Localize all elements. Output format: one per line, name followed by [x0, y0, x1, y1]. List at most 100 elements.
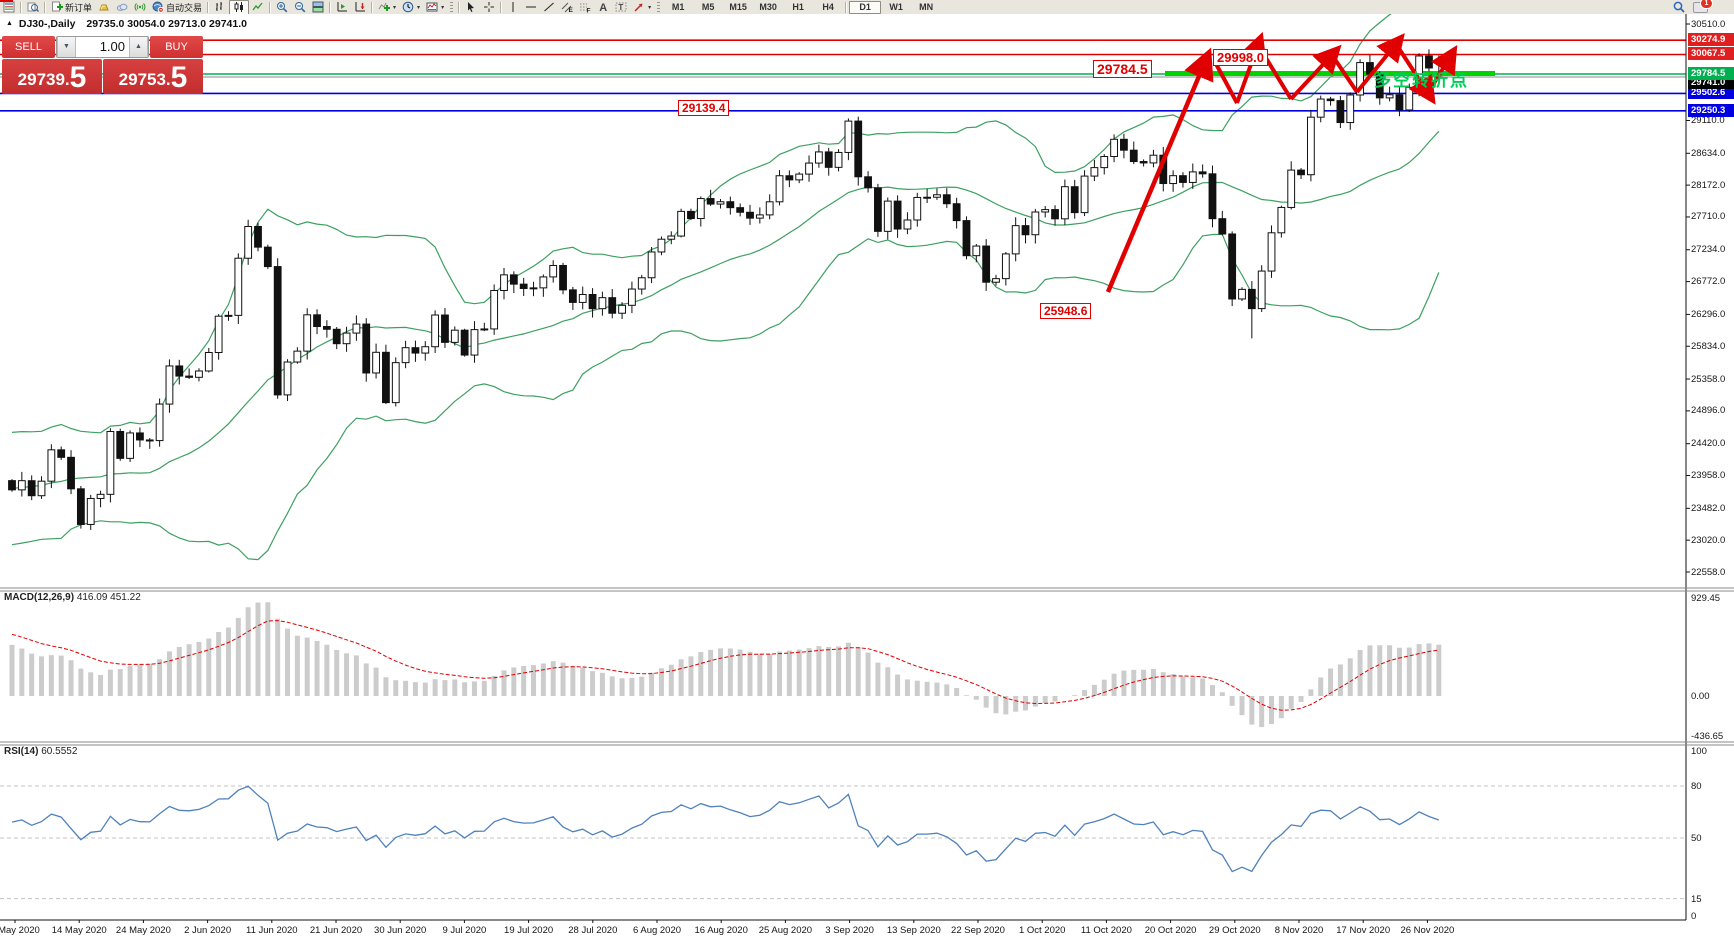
buy-button[interactable]: BUY	[150, 36, 203, 58]
candlestick-icon	[234, 2, 244, 12]
channel-icon: E	[561, 2, 574, 13]
arrows-tool-icon	[634, 3, 643, 12]
add-indicator-button[interactable]: ▾	[375, 1, 399, 14]
svg-text:F: F	[587, 8, 591, 14]
auto-scroll-icon	[337, 2, 348, 12]
toolbar-separator	[329, 1, 332, 13]
bid-price: 29739.	[17, 70, 70, 89]
toolbar-separator	[371, 1, 374, 13]
timeframe-button-h1[interactable]: H1	[792, 2, 804, 12]
deposit-icon	[99, 4, 109, 11]
timeframe-button-h4[interactable]: H4	[822, 2, 834, 12]
dropdown-caret-icon[interactable]: ▾	[417, 4, 421, 11]
one-click-trade-panel: SELL ▼ 1.00 ▲ BUY 29739. 5 29753. 5	[2, 36, 203, 94]
timeframe-button-w1[interactable]: W1	[889, 2, 903, 12]
fibonacci-button[interactable]: F	[576, 1, 594, 14]
toolbar-grip[interactable]	[450, 1, 454, 13]
volume-input[interactable]: 1.00	[99, 39, 125, 54]
cursor-icon	[468, 2, 475, 12]
svg-text:E: E	[569, 7, 574, 13]
horizontal-line-icon	[526, 6, 537, 8]
cursor-button[interactable]	[462, 1, 480, 14]
signal-button[interactable]	[131, 1, 149, 14]
auto-trading-icon	[152, 1, 164, 13]
signal-icon	[134, 3, 146, 11]
market-watch-icon	[27, 2, 39, 13]
sell-button[interactable]: SELL	[2, 36, 55, 58]
timeframe-button-m1[interactable]: M1	[671, 2, 685, 12]
text-label-icon: T	[615, 2, 627, 12]
zoom-out-button[interactable]	[291, 1, 309, 14]
tile-windows-button[interactable]	[309, 1, 327, 14]
zoom-in-button[interactable]	[273, 1, 291, 14]
chart-settings-icon	[3, 1, 15, 13]
vertical-line-button[interactable]	[504, 1, 522, 14]
indicator-window-icon	[426, 2, 438, 12]
buy-price-button[interactable]: 29753. 5	[103, 59, 203, 94]
candlestick-button[interactable]	[229, 0, 250, 15]
indicator-window-button[interactable]: ▾	[423, 1, 447, 14]
market-watch-button[interactable]	[24, 1, 42, 14]
chart-canvas[interactable]	[0, 14, 1734, 942]
search-icon[interactable]	[1673, 1, 1685, 13]
chart-settings-button[interactable]	[0, 1, 18, 14]
toolbar-separator	[20, 1, 22, 13]
timeframe-button-m15[interactable]: M15	[729, 2, 747, 12]
chart-shift-icon	[355, 2, 366, 12]
chart-title: ▲ DJ30-,Daily 29735.0 30054.0 29713.0 29…	[6, 18, 247, 30]
toolbar-separator	[207, 1, 210, 13]
zoom-out-icon	[295, 2, 306, 13]
line-chart-button[interactable]	[249, 1, 267, 14]
toolbar-button-label: 新订单	[65, 2, 93, 13]
toolbar-separator	[845, 1, 848, 13]
timeframe-button-mn[interactable]: MN	[919, 2, 934, 12]
ohlc-values: 29735.0 30054.0 29713.0 29741.0	[86, 18, 247, 30]
svg-text:A: A	[599, 2, 607, 13]
timeframe-button-m5[interactable]: M5	[701, 2, 715, 12]
chat-badge-count: 1	[1700, 0, 1713, 9]
arrows-tool-button[interactable]: ▾	[630, 1, 654, 14]
dropdown-caret-icon[interactable]: ▾	[393, 4, 397, 11]
ask-price: 29753.	[118, 70, 171, 89]
new-order-button[interactable]: 新订单	[48, 1, 95, 14]
text-label-button[interactable]: T	[612, 1, 630, 14]
crosshair-button[interactable]	[480, 1, 498, 14]
sell-price-button[interactable]: 29739. 5	[2, 59, 102, 94]
dropdown-caret-icon[interactable]: ▾	[441, 4, 445, 11]
auto-scroll-button[interactable]	[333, 1, 351, 14]
new-order-icon	[52, 1, 63, 12]
chart-shift-button[interactable]	[351, 1, 369, 14]
text-icon: A	[599, 2, 607, 13]
volume-stepper: ▼ 1.00 ▲	[56, 36, 149, 58]
toolbar-button-label: 自动交易	[166, 2, 203, 13]
channel-button[interactable]: E	[558, 1, 576, 14]
trendline-icon	[544, 2, 554, 12]
chat-button[interactable]: 1	[1693, 0, 1713, 13]
toolbar-separator	[44, 1, 46, 13]
toolbar-separator	[269, 1, 272, 13]
periods-clock-button[interactable]: ▾	[399, 1, 423, 14]
deposit-button[interactable]	[95, 1, 113, 14]
zoom-in-icon	[277, 2, 288, 13]
timeframe-button-d1[interactable]: D1	[849, 0, 882, 14]
crosshair-icon	[484, 2, 495, 12]
volume-down-button[interactable]: ▼	[57, 37, 76, 57]
toolbar-grip[interactable]	[657, 1, 661, 13]
tile-windows-icon	[312, 1, 324, 13]
collapse-arrow-icon[interactable]: ▲	[6, 20, 13, 27]
bar-chart-button[interactable]	[211, 1, 229, 14]
text-button[interactable]: A	[594, 1, 612, 14]
dropdown-caret-icon[interactable]: ▾	[648, 4, 652, 11]
volume-up-button[interactable]: ▲	[129, 37, 148, 57]
toolbar-separator	[458, 1, 461, 13]
line-chart-icon	[252, 2, 263, 11]
cloud-icon	[116, 3, 128, 11]
auto-trading-button[interactable]: 自动交易	[149, 1, 205, 14]
vertical-line-icon	[512, 2, 514, 12]
horizontal-line-button[interactable]	[522, 1, 540, 14]
trendline-button[interactable]	[540, 1, 558, 14]
timeframe-button-m30[interactable]: M30	[759, 2, 777, 12]
svg-text:T: T	[618, 3, 623, 12]
cloud-button[interactable]	[113, 1, 131, 14]
